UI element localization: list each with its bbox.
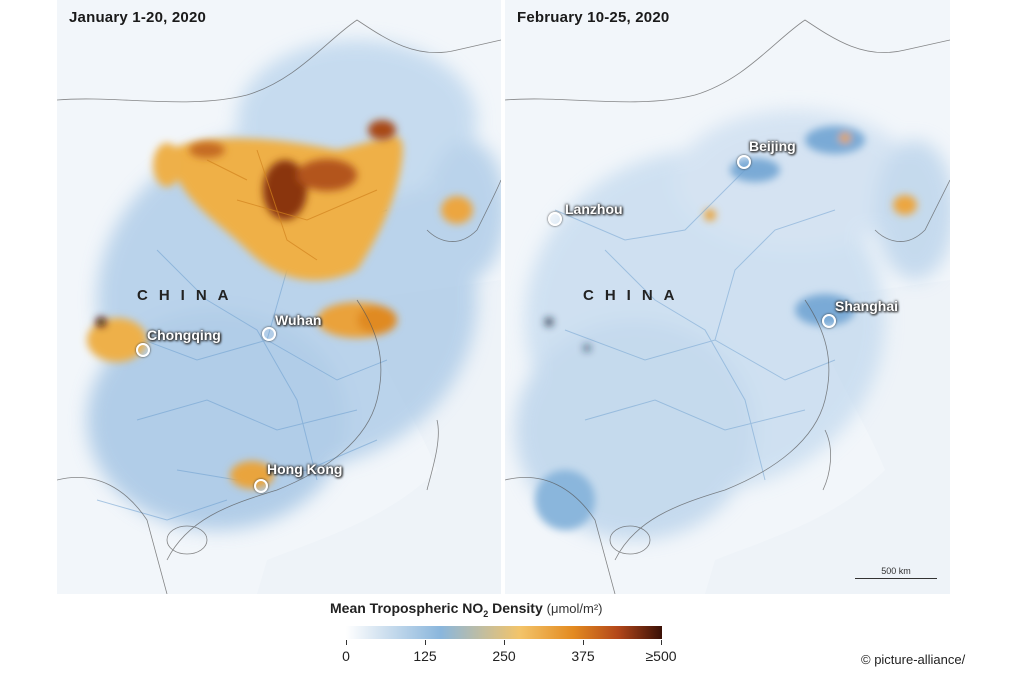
scale-bar: 500 km — [855, 566, 937, 579]
map-january — [57, 19, 501, 594]
copyright-credit: © picture-alliance/ — [861, 652, 966, 667]
city-marker-wuhan — [262, 327, 276, 341]
city-label-lanzhou: Lanzhou — [565, 201, 623, 217]
legend-tick-label: ≥500 — [645, 648, 677, 664]
country-label-china: CHINA — [137, 287, 240, 304]
city-marker-chongqing — [136, 343, 150, 357]
legend-color-bar — [346, 626, 662, 639]
city-marker-hong-kong — [254, 479, 268, 493]
legend-tick — [346, 640, 347, 645]
legend-tick-label: 250 — [492, 648, 516, 664]
legend-tick-label: 375 — [571, 648, 595, 664]
scale-bar-label: 500 km — [881, 566, 911, 576]
map-panel-february: February 10-25, 2020 CHINA Beijing Lanzh… — [505, 0, 950, 594]
legend-title-main: Mean Tropospheric NO — [330, 600, 484, 616]
legend-title-rest: Density — [488, 600, 543, 616]
city-label-hong-kong: Hong Kong — [267, 461, 343, 477]
map-february — [505, 19, 950, 594]
city-marker-beijing — [737, 155, 751, 169]
legend-tick — [425, 640, 426, 645]
legend-tick — [661, 640, 662, 645]
scale-bar-line — [855, 578, 937, 579]
city-label-chongqing: Chongqing — [147, 327, 221, 343]
legend: Mean Tropospheric NO2 Density (μmol/m²) … — [330, 600, 690, 664]
city-label-wuhan: Wuhan — [275, 312, 322, 328]
legend-tick — [504, 640, 505, 645]
legend-title: Mean Tropospheric NO2 Density (μmol/m²) — [330, 600, 690, 619]
city-marker-shanghai — [822, 314, 836, 328]
country-label-china-february: CHINA — [583, 287, 686, 304]
legend-unit: (μmol/m²) — [546, 601, 603, 616]
legend-tick-label: 125 — [413, 648, 437, 664]
panel-title-january: January 1-20, 2020 — [69, 9, 207, 26]
map-panel-january: January 1-20, 2020 CHINA Chongqing Wuhan… — [57, 0, 501, 594]
legend-title-subscript: 2 — [483, 608, 489, 619]
city-label-beijing: Beijing — [749, 138, 796, 154]
city-label-shanghai: Shanghai — [835, 298, 899, 314]
legend-tick — [583, 640, 584, 645]
panel-title-february: February 10-25, 2020 — [517, 9, 670, 26]
legend-tick-label: 0 — [342, 648, 350, 664]
city-marker-lanzhou — [548, 212, 562, 226]
